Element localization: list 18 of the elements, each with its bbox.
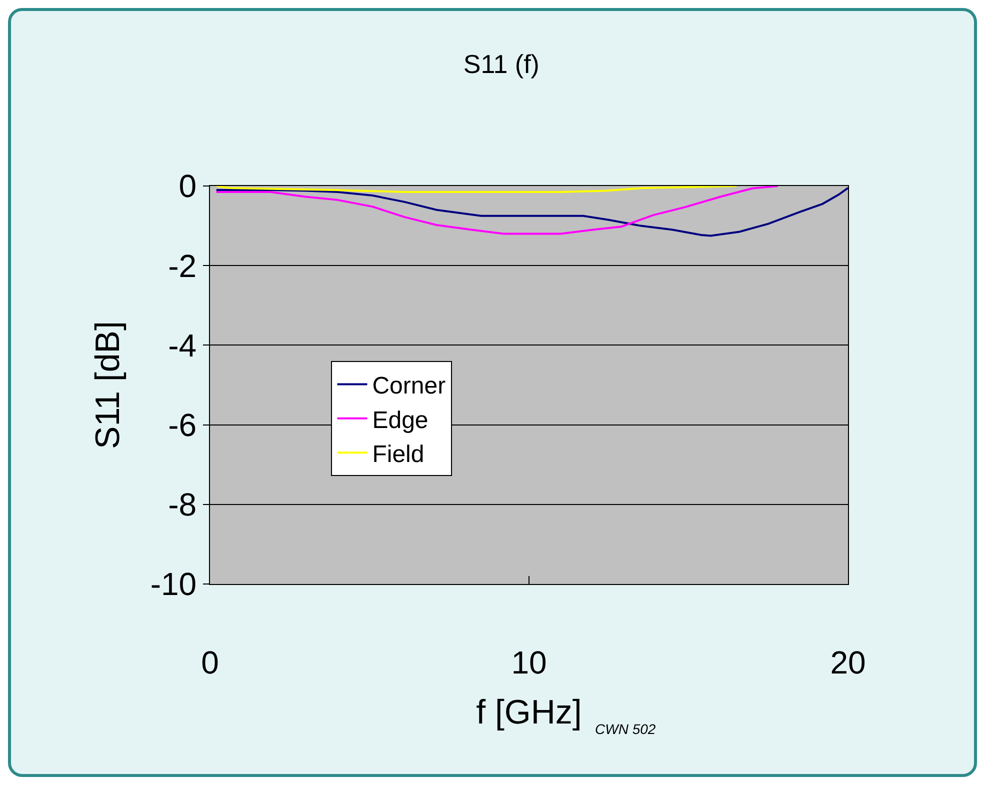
y-axis-title: S11 [dB] xyxy=(88,321,127,449)
y-tick-label: -2 xyxy=(168,248,197,284)
legend-label: Edge xyxy=(372,406,428,434)
y-tick-label: -6 xyxy=(168,407,197,443)
line-series xyxy=(215,186,779,235)
x-tick-label: 20 xyxy=(830,644,866,680)
x-tick-label: 0 xyxy=(201,644,219,680)
y-tick-label: -10 xyxy=(150,566,197,602)
text: CWN 502 xyxy=(595,721,656,737)
chart-title: S11 (f) xyxy=(463,49,540,80)
x-axis-title: f [GHz] xyxy=(476,694,582,732)
y-tick-label: 0 xyxy=(178,168,197,204)
y-tick-label: -8 xyxy=(168,486,197,523)
legend-label: Corner xyxy=(372,372,446,400)
x-tick-label: 10 xyxy=(511,644,547,680)
y-tick-label: -4 xyxy=(168,327,197,364)
legend-label: Field xyxy=(372,440,424,468)
line-series xyxy=(215,186,848,237)
